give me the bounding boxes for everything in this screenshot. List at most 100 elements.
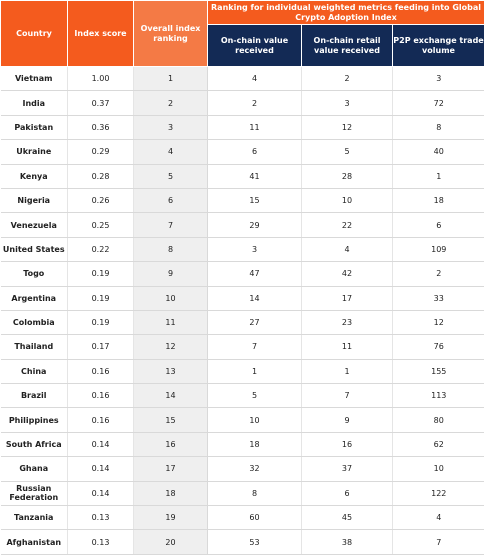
cell-p2p-volume: 2 (393, 262, 484, 286)
cell-country: Russian Federation (1, 481, 68, 505)
cell-onchain-value: 27 (208, 310, 302, 334)
cell-index-score: 0.16 (68, 384, 134, 408)
cell-index-score: 0.17 (68, 335, 134, 359)
cell-index-score: 0.14 (68, 481, 134, 505)
cell-onchain-retail: 4 (302, 237, 393, 261)
cell-onchain-value: 60 (208, 506, 302, 530)
cell-onchain-value: 14 (208, 286, 302, 310)
cell-overall-rank: 18 (134, 481, 208, 505)
cell-onchain-retail: 16 (302, 432, 393, 456)
cell-index-score: 1.00 (68, 67, 134, 91)
cell-country: Afghanistan (1, 530, 68, 554)
cell-index-score: 0.29 (68, 140, 134, 164)
cell-p2p-volume: 40 (393, 140, 484, 164)
cell-onchain-value: 2 (208, 91, 302, 115)
cell-index-score: 0.16 (68, 408, 134, 432)
cell-country: Thailand (1, 335, 68, 359)
cell-onchain-value: 41 (208, 164, 302, 188)
cell-country: Argentina (1, 286, 68, 310)
cell-country: Philippines (1, 408, 68, 432)
cell-index-score: 0.13 (68, 530, 134, 554)
cell-country: Ghana (1, 457, 68, 481)
cell-onchain-retail: 28 (302, 164, 393, 188)
cell-index-score: 0.19 (68, 286, 134, 310)
cell-index-score: 0.19 (68, 310, 134, 334)
cell-onchain-retail: 6 (302, 481, 393, 505)
cell-p2p-volume: 8 (393, 115, 484, 139)
cell-onchain-value: 18 (208, 432, 302, 456)
cell-overall-rank: 7 (134, 213, 208, 237)
cell-country: China (1, 359, 68, 383)
cell-p2p-volume: 80 (393, 408, 484, 432)
cell-onchain-retail: 7 (302, 384, 393, 408)
cell-overall-rank: 9 (134, 262, 208, 286)
cell-onchain-retail: 10 (302, 188, 393, 212)
cell-onchain-value: 6 (208, 140, 302, 164)
cell-overall-rank: 17 (134, 457, 208, 481)
cell-country: Togo (1, 262, 68, 286)
cell-index-score: 0.25 (68, 213, 134, 237)
header-index-score: Index score (68, 1, 134, 67)
cell-index-score: 0.37 (68, 91, 134, 115)
cell-country: Tanzania (1, 506, 68, 530)
cell-country: Pakistan (1, 115, 68, 139)
cell-p2p-volume: 18 (393, 188, 484, 212)
cell-onchain-value: 53 (208, 530, 302, 554)
cell-onchain-value: 11 (208, 115, 302, 139)
cell-onchain-value: 8 (208, 481, 302, 505)
cell-overall-rank: 15 (134, 408, 208, 432)
cell-overall-rank: 8 (134, 237, 208, 261)
cell-overall-rank: 19 (134, 506, 208, 530)
header-p2p-volume: P2P exchange trade volume (393, 25, 484, 67)
cell-country: Kenya (1, 164, 68, 188)
cell-index-score: 0.13 (68, 506, 134, 530)
cell-overall-rank: 2 (134, 91, 208, 115)
cell-overall-rank: 1 (134, 67, 208, 91)
cell-onchain-value: 4 (208, 67, 302, 91)
cell-p2p-volume: 109 (393, 237, 484, 261)
cell-index-score: 0.14 (68, 457, 134, 481)
cell-onchain-value: 29 (208, 213, 302, 237)
cell-country: South Africa (1, 432, 68, 456)
cell-onchain-retail: 1 (302, 359, 393, 383)
cell-p2p-volume: 10 (393, 457, 484, 481)
cell-p2p-volume: 122 (393, 481, 484, 505)
cell-overall-rank: 16 (134, 432, 208, 456)
cell-p2p-volume: 7 (393, 530, 484, 554)
cell-p2p-volume: 62 (393, 432, 484, 456)
cell-overall-rank: 6 (134, 188, 208, 212)
cell-country: Colombia (1, 310, 68, 334)
cell-p2p-volume: 4 (393, 506, 484, 530)
header-country: Country (1, 1, 68, 67)
cell-onchain-retail: 38 (302, 530, 393, 554)
header-metric-group: Ranking for individual weighted metrics … (208, 1, 484, 25)
cell-country: Vietnam (1, 67, 68, 91)
cell-index-score: 0.16 (68, 359, 134, 383)
cell-country: Ukraine (1, 140, 68, 164)
cell-p2p-volume: 33 (393, 286, 484, 310)
cell-onchain-retail: 17 (302, 286, 393, 310)
cell-onchain-retail: 22 (302, 213, 393, 237)
cell-onchain-value: 3 (208, 237, 302, 261)
cell-p2p-volume: 72 (393, 91, 484, 115)
cell-p2p-volume: 155 (393, 359, 484, 383)
header-onchain-retail: On-chain retail value received (302, 25, 393, 67)
cell-index-score: 0.22 (68, 237, 134, 261)
